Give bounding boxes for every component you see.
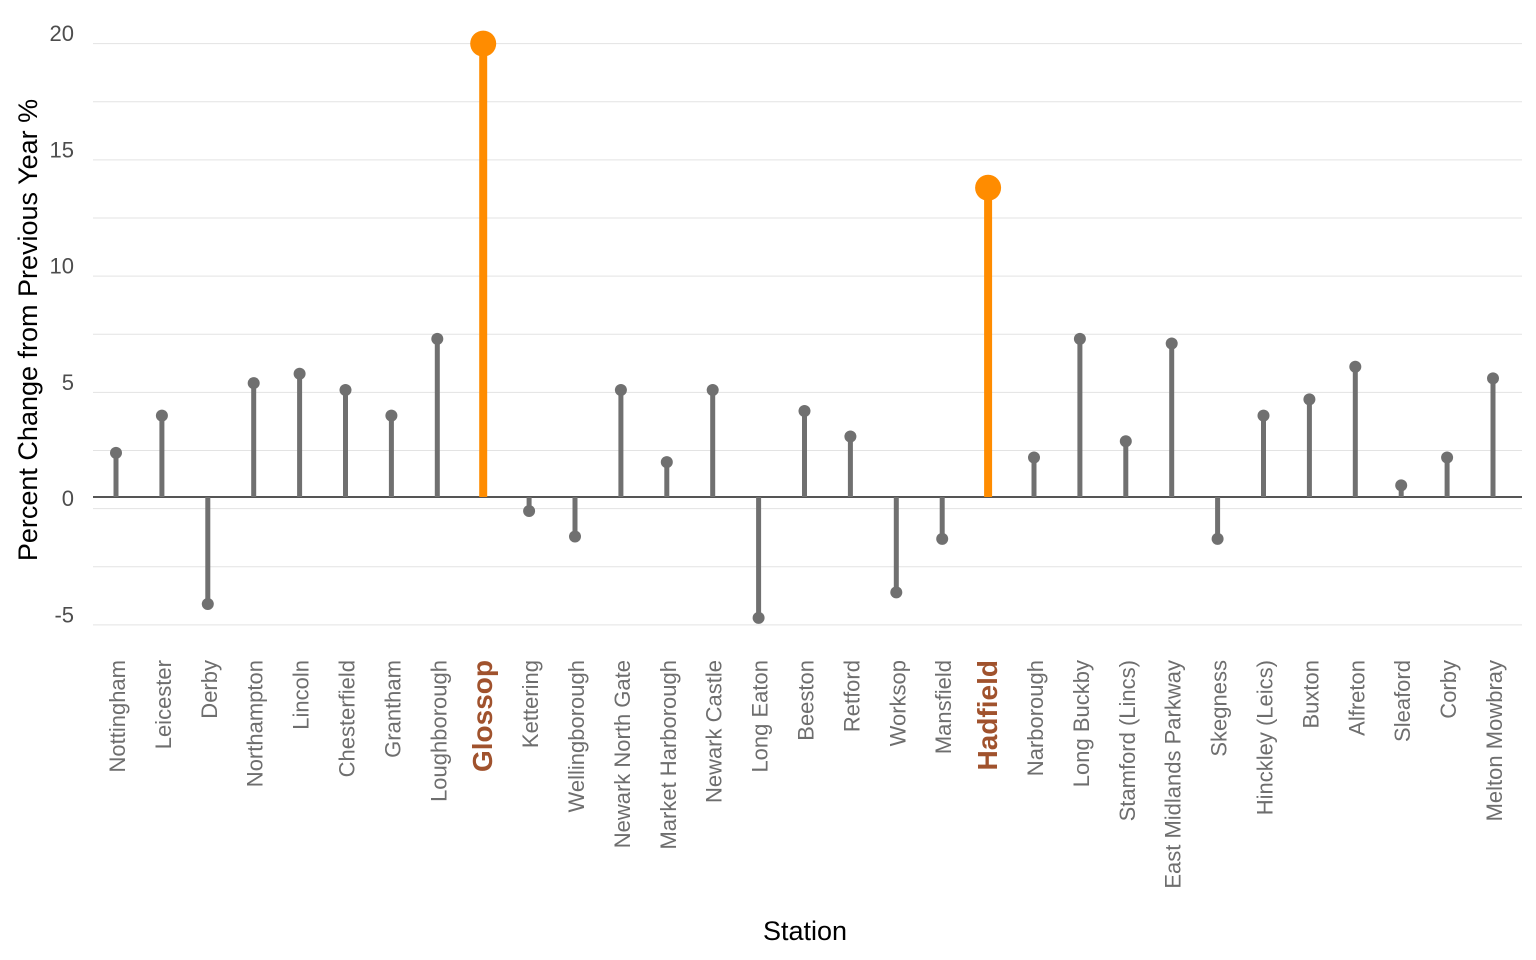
x-tick-label: Hadfield — [972, 660, 1003, 770]
grid-lines — [93, 43, 1522, 626]
lollipop-dot — [470, 30, 497, 57]
lollipop-dot — [569, 530, 581, 543]
x-tick-label: Derby — [197, 660, 222, 719]
lollipop-dot — [1073, 332, 1086, 345]
x-tick-label: Mansfield — [931, 660, 956, 754]
x-tick-label: Alfreton — [1344, 660, 1369, 736]
lollipop-dot — [844, 430, 857, 443]
lollipop-dot — [1211, 532, 1224, 545]
lollipop-dot — [1257, 409, 1270, 422]
lollipop-dot — [1441, 451, 1454, 464]
lollipop-dot — [339, 384, 352, 397]
lollipop-dot — [110, 446, 122, 459]
lollipop-dot — [614, 384, 627, 397]
x-tick-label: Loughborough — [426, 660, 451, 802]
lollipop-dot — [1028, 451, 1040, 464]
lollipop-dot — [293, 367, 306, 380]
x-tick-label: Corby — [1436, 660, 1461, 719]
x-tick-label: Worksop — [885, 660, 910, 746]
y-tick-label: 15 — [50, 137, 74, 162]
x-tick-label: Hinckley (Leics) — [1253, 660, 1278, 815]
lollipop-dot — [660, 456, 673, 469]
x-tick-label: Lincoln — [289, 660, 314, 730]
lollipop-dot — [201, 597, 214, 610]
y-tick-label: 10 — [50, 254, 74, 279]
x-tick-label: Skegness — [1207, 660, 1232, 757]
x-tick-label: Glossop — [467, 660, 498, 772]
lollipop-dot — [975, 174, 1002, 201]
x-tick-label: Melton Mowbray — [1482, 660, 1507, 821]
lollipop-dot — [247, 377, 260, 390]
lollipop-dot — [1303, 393, 1316, 406]
x-tick-label: Retford — [839, 660, 864, 732]
lollipop-dot — [523, 504, 536, 517]
x-tick-label: Nottingham — [105, 660, 130, 773]
lollipop-stems — [113, 43, 1496, 618]
y-axis-title: Percent Change from Previous Year % — [13, 99, 43, 561]
x-tick-label: Narborough — [1023, 660, 1048, 776]
x-tick-label: Newark North Gate — [610, 660, 635, 848]
y-axis-ticks: -5 0 5 10 15 20 — [50, 21, 74, 627]
lollipop-dot — [1395, 479, 1408, 492]
x-tick-label: Market Harborough — [656, 660, 681, 850]
lollipop-dot — [1119, 435, 1132, 448]
lollipop-dots — [110, 30, 1499, 624]
lollipop-dot — [431, 332, 444, 345]
lollipop-dot — [1349, 360, 1362, 373]
x-axis-tick-labels: Nottingham Leicester Derby Northampton Linco… — [105, 660, 1507, 889]
x-tick-label: Grantham — [380, 660, 405, 758]
x-tick-label: Sleaford — [1390, 660, 1415, 742]
lollipop-dot — [798, 404, 811, 417]
x-tick-label: Beeston — [794, 660, 819, 741]
lollipop-dot — [752, 611, 765, 624]
lollipop-dot — [1487, 372, 1499, 385]
x-tick-label: Stamford (Lincs) — [1115, 660, 1140, 821]
lollipop-dot — [385, 409, 398, 422]
x-axis-title: Station — [763, 916, 847, 946]
x-tick-label: Buxton — [1298, 660, 1323, 729]
x-tick-label: Wellingborough — [564, 660, 589, 812]
lollipop-dot — [706, 384, 719, 397]
lollipop-dot — [1165, 337, 1178, 350]
y-tick-label: 0 — [62, 486, 74, 511]
x-tick-label: East Midlands Parkway — [1161, 660, 1186, 889]
y-tick-label: 20 — [50, 21, 74, 46]
x-tick-label: Chesterfield — [335, 660, 360, 777]
lollipop-dot — [936, 532, 949, 545]
y-tick-label: -5 — [54, 602, 74, 627]
x-tick-label: Long Eaton — [748, 660, 773, 773]
lollipop-dot — [890, 586, 903, 599]
x-tick-label: Leicester — [151, 660, 176, 749]
y-tick-label: 5 — [62, 370, 74, 395]
x-tick-label: Northampton — [243, 660, 268, 787]
lollipop-dot — [155, 409, 168, 422]
x-tick-label: Kettering — [518, 660, 543, 748]
x-tick-label: Long Buckby — [1069, 660, 1094, 787]
x-tick-label: Newark Castle — [702, 660, 727, 803]
